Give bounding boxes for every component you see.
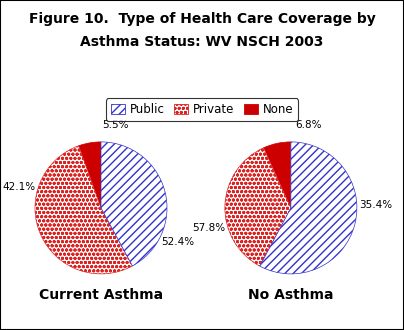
Wedge shape — [225, 148, 291, 266]
Wedge shape — [101, 142, 167, 266]
Text: 42.1%: 42.1% — [2, 182, 36, 192]
Legend: Public, Private, None: Public, Private, None — [106, 98, 298, 121]
Text: Figure 10.  Type of Health Care Coverage by: Figure 10. Type of Health Care Coverage … — [29, 12, 375, 25]
Title: Current Asthma: Current Asthma — [39, 288, 163, 302]
Text: 5.5%: 5.5% — [102, 120, 129, 130]
Wedge shape — [263, 142, 291, 208]
Wedge shape — [79, 142, 101, 208]
Wedge shape — [35, 146, 133, 274]
Text: 52.4%: 52.4% — [162, 237, 195, 248]
Text: Asthma Status: WV NSCH 2003: Asthma Status: WV NSCH 2003 — [80, 35, 324, 49]
Title: No Asthma: No Asthma — [248, 288, 334, 302]
Wedge shape — [260, 142, 357, 274]
Text: 57.8%: 57.8% — [192, 223, 225, 233]
Text: 35.4%: 35.4% — [359, 200, 392, 210]
Text: 6.8%: 6.8% — [296, 120, 322, 130]
